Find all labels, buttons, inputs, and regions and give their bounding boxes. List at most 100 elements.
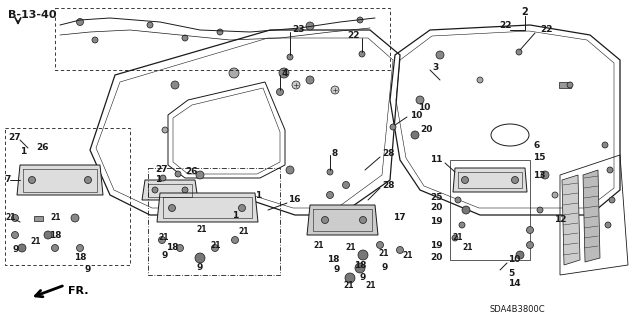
Circle shape bbox=[232, 236, 239, 243]
Polygon shape bbox=[17, 165, 103, 195]
Circle shape bbox=[416, 96, 424, 104]
Text: 25: 25 bbox=[431, 194, 443, 203]
Circle shape bbox=[71, 214, 79, 222]
Text: 19: 19 bbox=[430, 241, 443, 249]
Circle shape bbox=[211, 244, 218, 251]
Text: B-13-40: B-13-40 bbox=[8, 10, 56, 20]
Circle shape bbox=[327, 169, 333, 175]
Text: 1: 1 bbox=[20, 147, 26, 157]
Circle shape bbox=[287, 54, 293, 60]
Text: 20: 20 bbox=[420, 125, 433, 135]
Circle shape bbox=[182, 35, 188, 41]
Text: 22: 22 bbox=[347, 32, 359, 41]
Text: 21: 21 bbox=[345, 243, 355, 253]
Circle shape bbox=[217, 29, 223, 35]
Text: 14: 14 bbox=[508, 278, 520, 287]
Text: 10: 10 bbox=[410, 110, 422, 120]
Text: 9: 9 bbox=[85, 265, 91, 275]
Text: FR.: FR. bbox=[68, 286, 88, 296]
Circle shape bbox=[306, 22, 314, 30]
Text: 21: 21 bbox=[238, 227, 248, 236]
Text: 21: 21 bbox=[158, 234, 168, 242]
Text: 15: 15 bbox=[533, 153, 545, 162]
Circle shape bbox=[239, 204, 246, 211]
Circle shape bbox=[541, 171, 549, 179]
Circle shape bbox=[390, 124, 396, 130]
Text: 23: 23 bbox=[292, 26, 305, 34]
Text: 13: 13 bbox=[533, 170, 545, 180]
Text: 21: 21 bbox=[30, 238, 40, 247]
Circle shape bbox=[436, 51, 444, 59]
Circle shape bbox=[92, 37, 98, 43]
Text: 16: 16 bbox=[288, 196, 301, 204]
Circle shape bbox=[455, 197, 461, 203]
Circle shape bbox=[461, 176, 468, 183]
Circle shape bbox=[18, 244, 26, 252]
Text: 11: 11 bbox=[431, 155, 443, 165]
Text: 18: 18 bbox=[49, 231, 61, 240]
Text: 18: 18 bbox=[354, 261, 366, 270]
Text: 27: 27 bbox=[155, 166, 168, 174]
Circle shape bbox=[527, 226, 534, 234]
Text: 28: 28 bbox=[382, 149, 394, 158]
Circle shape bbox=[147, 22, 153, 28]
Circle shape bbox=[168, 204, 175, 211]
Circle shape bbox=[159, 236, 166, 243]
Text: 1: 1 bbox=[255, 190, 261, 199]
Text: 21: 21 bbox=[343, 280, 353, 290]
Text: 20: 20 bbox=[431, 204, 443, 212]
Circle shape bbox=[51, 244, 58, 251]
Polygon shape bbox=[307, 205, 378, 235]
Circle shape bbox=[609, 197, 615, 203]
Circle shape bbox=[477, 77, 483, 83]
Circle shape bbox=[306, 76, 314, 84]
Circle shape bbox=[357, 17, 363, 23]
Circle shape bbox=[44, 231, 52, 239]
Circle shape bbox=[160, 175, 166, 181]
Polygon shape bbox=[583, 170, 600, 262]
Circle shape bbox=[342, 182, 349, 189]
Text: 9: 9 bbox=[334, 265, 340, 275]
Circle shape bbox=[196, 171, 204, 179]
Text: 21: 21 bbox=[210, 241, 221, 249]
Circle shape bbox=[537, 207, 543, 213]
Circle shape bbox=[171, 81, 179, 89]
Text: 18: 18 bbox=[74, 254, 86, 263]
Text: 21: 21 bbox=[365, 280, 376, 290]
Circle shape bbox=[321, 217, 328, 224]
Text: 21: 21 bbox=[402, 250, 413, 259]
Circle shape bbox=[326, 191, 333, 198]
Polygon shape bbox=[157, 193, 258, 222]
Text: 18: 18 bbox=[166, 242, 179, 251]
Circle shape bbox=[152, 187, 158, 193]
Circle shape bbox=[359, 51, 365, 57]
Text: 21: 21 bbox=[5, 213, 15, 222]
Text: SDA4B3800C: SDA4B3800C bbox=[490, 305, 546, 314]
Text: 9: 9 bbox=[382, 263, 388, 272]
Circle shape bbox=[516, 49, 522, 55]
Polygon shape bbox=[453, 168, 527, 192]
Text: 22: 22 bbox=[499, 20, 512, 29]
Circle shape bbox=[411, 131, 419, 139]
Text: 9: 9 bbox=[197, 263, 203, 272]
Circle shape bbox=[607, 167, 613, 173]
Circle shape bbox=[229, 68, 239, 78]
Text: 7: 7 bbox=[4, 175, 10, 184]
Circle shape bbox=[331, 86, 339, 94]
Circle shape bbox=[177, 244, 184, 251]
Circle shape bbox=[345, 273, 355, 283]
Text: 21: 21 bbox=[452, 234, 463, 242]
Circle shape bbox=[292, 81, 300, 89]
Circle shape bbox=[182, 187, 188, 193]
Circle shape bbox=[376, 241, 383, 249]
Text: 3: 3 bbox=[432, 63, 438, 72]
Circle shape bbox=[84, 176, 92, 183]
Text: 20: 20 bbox=[431, 254, 443, 263]
Text: 5: 5 bbox=[508, 270, 515, 278]
Circle shape bbox=[397, 247, 403, 254]
Circle shape bbox=[511, 176, 518, 183]
Text: 12: 12 bbox=[554, 216, 566, 225]
Text: 26: 26 bbox=[36, 144, 49, 152]
Text: 21: 21 bbox=[50, 213, 61, 222]
Polygon shape bbox=[562, 175, 580, 265]
